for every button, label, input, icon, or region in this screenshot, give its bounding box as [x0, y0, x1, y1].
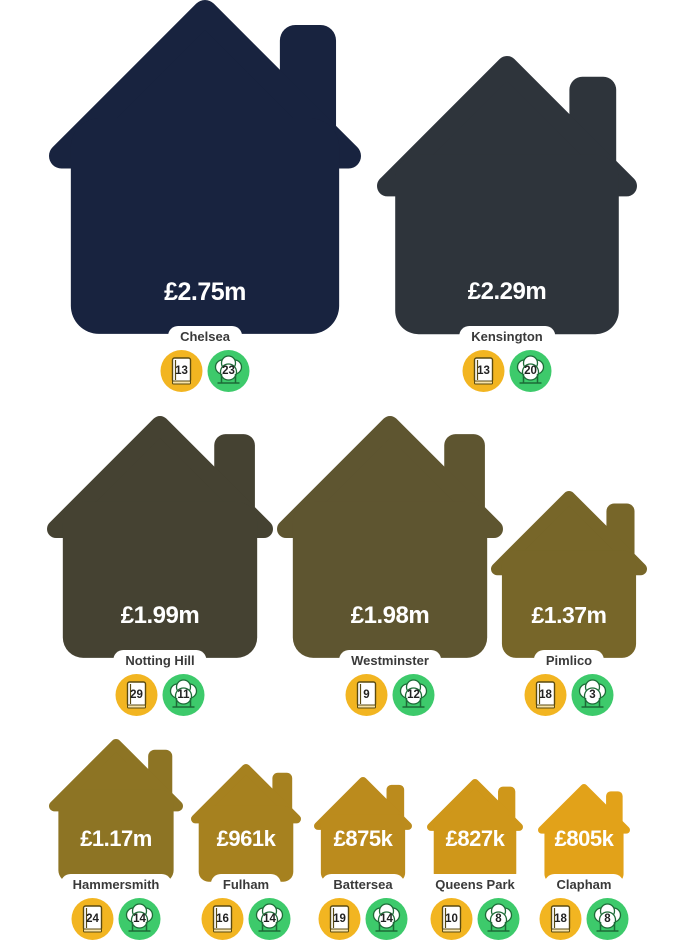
parks-count: 8: [495, 913, 502, 925]
house-queens-park: £827k: [427, 779, 523, 882]
tree-icon: 14: [365, 898, 408, 940]
parks-count: 14: [133, 913, 146, 925]
schools-count: 10: [445, 913, 458, 925]
tree-icon: 11: [162, 674, 205, 716]
schools-count: 18: [539, 689, 552, 701]
parks-count: 12: [407, 689, 420, 701]
house-shape: [191, 764, 301, 882]
schools-count: 19: [333, 913, 346, 925]
house-shape: [377, 55, 637, 334]
amenity-badges: 13 20: [462, 350, 552, 392]
price-label: £1.99m: [120, 601, 200, 629]
book-icon: 13: [160, 350, 203, 392]
price-label: £1.37m: [531, 601, 607, 628]
house-notting-hill: £1.99m: [47, 416, 273, 658]
amenity-badges: 19 14: [318, 898, 408, 940]
price-label: £2.29m: [467, 277, 547, 305]
amenity-badges: 18 8: [539, 898, 629, 940]
tree-icon: 12: [392, 674, 435, 716]
amenity-badges: 13 23: [160, 350, 250, 392]
area-name: Kensington: [459, 326, 555, 348]
book-icon: 29: [115, 674, 158, 716]
house-battersea: £875k: [314, 777, 412, 882]
tree-icon: 14: [118, 898, 161, 940]
tree-icon: 20: [509, 350, 552, 392]
book-icon: 16: [201, 898, 244, 940]
tree-icon: 8: [477, 898, 520, 940]
area-name: Pimlico: [533, 650, 605, 672]
schools-count: 18: [554, 913, 567, 925]
house-shape: [49, 738, 183, 882]
book-icon: 13: [462, 350, 505, 392]
house-clapham: £805k: [538, 783, 630, 882]
house-shape: [314, 777, 412, 882]
book-icon: 18: [539, 898, 582, 940]
amenity-badges: 16 14: [201, 898, 291, 940]
schools-count: 9: [363, 689, 370, 701]
area-name: Notting Hill: [113, 650, 207, 672]
house-kensington: £2.29m: [377, 55, 637, 334]
book-icon: 18: [524, 674, 567, 716]
area-name: Westminster: [339, 650, 441, 672]
parks-count: 8: [604, 913, 611, 925]
area-name: Fulham: [210, 874, 282, 896]
price-label: £827k: [445, 825, 505, 851]
price-label: £1.17m: [80, 825, 152, 851]
price-label: £805k: [554, 825, 614, 851]
house-shape: [47, 416, 273, 658]
area-name: Hammersmith: [60, 874, 172, 896]
parks-count: 14: [263, 913, 276, 925]
area-name: Clapham: [544, 874, 624, 896]
schools-count: 16: [216, 913, 229, 925]
price-label: £961k: [216, 825, 276, 851]
amenity-badges: 10 8: [430, 898, 520, 940]
book-icon: 19: [318, 898, 361, 940]
amenity-badges: 24 14: [71, 898, 161, 940]
price-label: £875k: [333, 825, 393, 851]
amenity-badges: 9 12: [345, 674, 435, 716]
parks-count: 3: [589, 689, 596, 701]
schools-count: 13: [477, 365, 490, 377]
area-name: Battersea: [321, 874, 405, 896]
house-westminster: £1.98m: [277, 416, 503, 658]
tree-icon: 3: [571, 674, 614, 716]
area-name: Chelsea: [168, 326, 242, 348]
house-shape: [491, 491, 647, 658]
book-icon: 24: [71, 898, 114, 940]
schools-count: 29: [130, 689, 143, 701]
parks-count: 14: [380, 913, 393, 925]
house-shape: [427, 779, 523, 882]
price-label: £2.75m: [164, 277, 246, 306]
tree-icon: 14: [248, 898, 291, 940]
book-icon: 10: [430, 898, 473, 940]
schools-count: 24: [86, 913, 99, 925]
tree-icon: 23: [207, 350, 250, 392]
house-shape: [49, 0, 361, 334]
amenity-badges: 18 3: [524, 674, 614, 716]
schools-count: 13: [175, 365, 188, 377]
tree-icon: 8: [586, 898, 629, 940]
house-shape: [538, 783, 630, 882]
amenity-badges: 29 11: [115, 674, 205, 716]
house-chelsea: £2.75m: [49, 0, 361, 334]
parks-count: 11: [177, 689, 190, 701]
parks-count: 20: [524, 365, 537, 377]
house-shape: [277, 416, 503, 658]
house-hammersmith: £1.17m: [49, 738, 183, 882]
house-pimlico: £1.37m: [491, 491, 647, 658]
price-label: £1.98m: [350, 601, 430, 629]
area-name: Queens Park: [423, 874, 527, 896]
book-icon: 9: [345, 674, 388, 716]
house-fulham: £961k: [191, 764, 301, 882]
parks-count: 23: [222, 365, 235, 377]
